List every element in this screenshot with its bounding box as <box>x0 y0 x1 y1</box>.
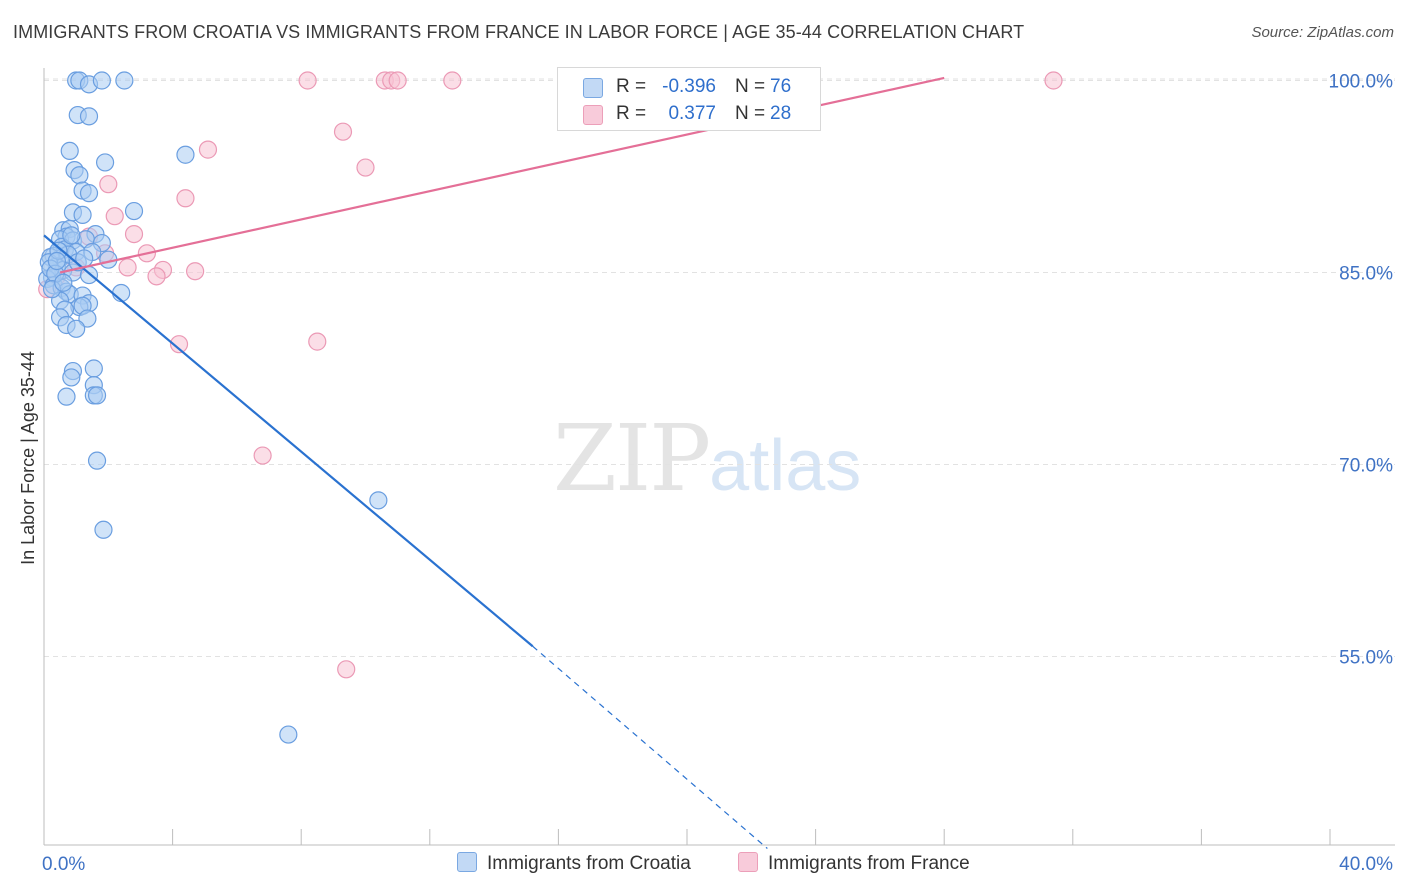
france-point <box>169 335 189 354</box>
y-tick-label: 85.0% <box>1339 264 1393 285</box>
croatia-point <box>369 491 388 510</box>
legend-r-value: 0.377 <box>668 103 716 124</box>
croatia-point <box>92 71 111 90</box>
croatia-points <box>38 71 388 744</box>
france-point <box>198 140 218 159</box>
croatia-trendline-extension <box>532 645 768 849</box>
legend-n-label: N = <box>735 76 766 97</box>
croatia-point <box>115 71 134 90</box>
legend-r-label: R = <box>616 76 647 97</box>
croatia-point <box>78 309 97 328</box>
bottom-legend-label-croatia: Immigrants from Croatia <box>487 853 691 874</box>
legend-row-croatia: R = -0.396 N = 76 <box>558 74 820 100</box>
y-tick-label: 55.0% <box>1339 648 1393 669</box>
france-point <box>176 189 195 208</box>
croatia-point <box>79 184 99 203</box>
france-point <box>105 207 124 226</box>
watermark-zip: ZIP <box>553 405 711 512</box>
croatia-point <box>79 107 99 126</box>
watermark: ZIPatlas <box>553 405 861 512</box>
legend-n-label: N = <box>735 103 766 124</box>
axis-labels: 55.0% 70.0% 85.0% 100.0% 0.0% 40.0% In Labor F… <box>18 72 1393 876</box>
france-point <box>118 258 137 277</box>
legend-swatch-france <box>583 105 603 125</box>
axis-ticks <box>43 829 1331 845</box>
legend-row-france: R = 0.377 N = 28 <box>558 101 820 127</box>
croatia-point <box>95 153 115 172</box>
france-point <box>253 446 272 465</box>
france-point <box>388 71 407 90</box>
chart-source: Source: ZipAtlas.com <box>1251 24 1394 41</box>
croatia-point <box>60 141 79 160</box>
legend-r-value: -0.396 <box>662 76 716 97</box>
croatia-point <box>54 273 73 292</box>
france-points <box>38 71 1063 679</box>
legend-n-value: 76 <box>770 76 792 97</box>
bottom-legend-croatia: Immigrants from Croatia <box>457 852 691 875</box>
correlation-legend: R = -0.396 N = 76 R = 0.377 N = 28 <box>557 67 821 131</box>
france-point <box>99 175 118 194</box>
croatia-point <box>279 725 298 744</box>
croatia-point <box>84 359 103 378</box>
x-tick-label-min: 0.0% <box>42 854 85 875</box>
croatia-point <box>124 201 144 221</box>
france-point <box>443 71 462 90</box>
axes <box>43 68 1395 846</box>
croatia-point <box>94 520 113 539</box>
croatia-point <box>62 368 81 387</box>
croatia-point <box>87 386 107 405</box>
y-axis-title: In Labor Force | Age 35-44 <box>18 351 38 565</box>
croatia-point <box>87 451 107 470</box>
croatia-point <box>176 145 195 164</box>
bottom-legend-label-france: Immigrants from France <box>768 853 970 874</box>
croatia-point <box>70 166 89 185</box>
bottom-legend-swatch-croatia <box>457 852 477 872</box>
x-tick-label-max: 40.0% <box>1339 854 1393 875</box>
france-point <box>298 71 317 90</box>
legend-swatch-croatia <box>583 78 603 98</box>
y-tick-label: 70.0% <box>1339 456 1393 477</box>
france-point <box>147 267 166 286</box>
france-point <box>186 262 205 281</box>
croatia-point <box>73 205 92 224</box>
france-point <box>356 158 375 177</box>
chart-title: IMMIGRANTS FROM CROATIA VS IMMIGRANTS FR… <box>13 22 1025 42</box>
croatia-point <box>62 226 81 245</box>
legend-n-value: 28 <box>770 103 792 124</box>
watermark-atlas: atlas <box>709 426 862 506</box>
france-point <box>337 660 356 679</box>
croatia-point <box>57 387 76 406</box>
bottom-legend-france: Immigrants from France <box>738 852 970 875</box>
croatia-point <box>67 319 86 338</box>
y-tick-label: 100.0% <box>1329 72 1394 93</box>
croatia-point <box>47 251 66 271</box>
bottom-legend-swatch-france <box>738 852 758 872</box>
france-point <box>124 225 144 244</box>
legend-r-label: R = <box>616 103 647 124</box>
croatia-trendline <box>43 234 534 648</box>
france-point <box>1044 71 1063 90</box>
france-point <box>308 332 327 351</box>
grid-lines <box>44 78 1395 657</box>
france-point <box>333 122 353 141</box>
